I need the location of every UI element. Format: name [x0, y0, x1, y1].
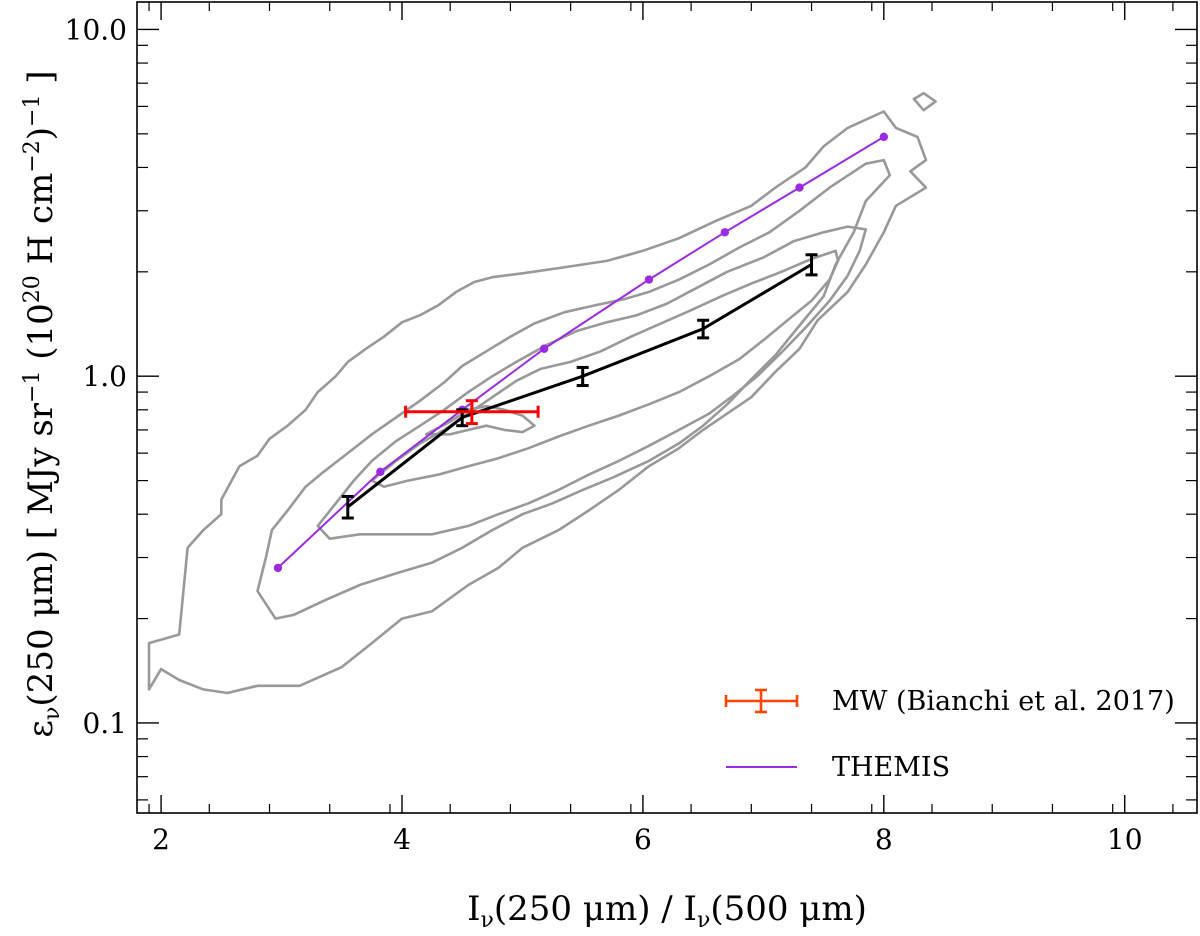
contour-2 [316, 225, 868, 540]
legend-label-mw: MW (Bianchi et al. 2017) [832, 686, 1175, 717]
x-axis-label: Iν(250 μm) / Iν(500 μm) [467, 889, 867, 933]
legend-symbol-mw [724, 688, 799, 714]
contour-0 [147, 110, 928, 695]
plot-frame [136, 1, 1198, 814]
themis-point-7 [879, 132, 889, 142]
x-tick-label-0: 2 [152, 823, 170, 856]
legend-item-mw: MW (Bianchi et al. 2017) [724, 686, 1175, 717]
contour-3 [370, 249, 840, 488]
contour-layer [147, 91, 937, 695]
themis-point-0 [273, 563, 283, 573]
legend: MW (Bianchi et al. 2017) THEMIS [724, 686, 1175, 783]
contour-1 [256, 158, 892, 620]
series-layer [273, 132, 889, 573]
legend-item-themis: THEMIS [726, 752, 950, 783]
x-tick-label-1: 4 [393, 823, 411, 856]
themis-point-6 [795, 183, 804, 192]
legend-label-themis: THEMIS [832, 752, 950, 783]
y-axis-label: εν(250 μm) [ MJy sr−1 (1020 H cm−2)−1 ] [20, 70, 65, 737]
y-tick-label-2: 10.0 [65, 13, 127, 46]
themis-point-3 [539, 344, 549, 353]
x-tick-label-4: 10 [1107, 823, 1143, 856]
themis-line [277, 136, 885, 569]
series-mw-bianchi-et-al-2017 [404, 399, 540, 426]
series-binned-median [341, 253, 818, 520]
y-tick-label-1: 1.0 [82, 360, 127, 393]
themis-point-4 [644, 275, 654, 284]
x-tick-label-3: 8 [875, 823, 893, 856]
x-tick-label-2: 6 [634, 823, 652, 856]
contour-4 [424, 404, 536, 436]
axes-layer [136, 1, 1198, 814]
themis-point-5 [720, 228, 730, 237]
themis-point-1 [376, 467, 385, 477]
ticks-layer: 2 4 6 8 10 0.1 1.0 10.0 [65, 2, 1197, 856]
series-themis [273, 132, 889, 573]
y-tick-label-0: 0.1 [82, 707, 127, 740]
contour-5 [912, 91, 937, 112]
